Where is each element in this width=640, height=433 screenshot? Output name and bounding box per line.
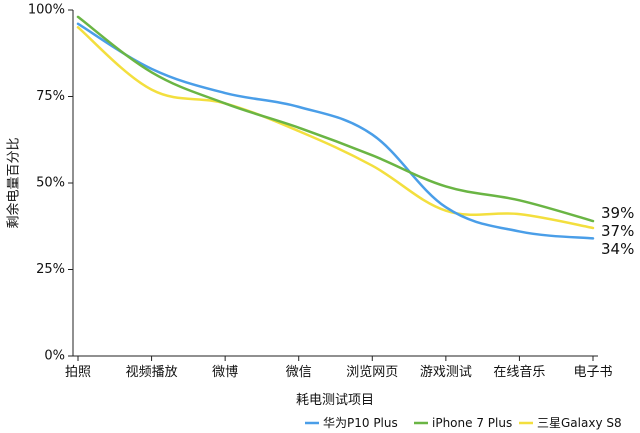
x-category-label: 电子书 [573, 365, 612, 380]
y-tick-label: 0% [44, 349, 65, 364]
end-label: 37% [601, 222, 634, 240]
legend-label: 三星Galaxy S8 [537, 416, 622, 430]
x-axis-categories: 拍照 视频播放 微博 微信 浏览网页 游戏测试 在线音乐 电子书 [65, 356, 613, 380]
y-tick-label: 25% [36, 262, 65, 277]
series-line-1 [76, 15, 595, 223]
y-tick-label: 100% [28, 3, 65, 18]
x-category-label: 拍照 [65, 365, 91, 380]
x-axis-title: 耗电测试项目 [296, 393, 374, 408]
end-label: 34% [601, 240, 634, 258]
end-label: 39% [601, 204, 634, 222]
y-axis-title: 剩余电量百分比 [6, 137, 22, 228]
series-lines [76, 15, 595, 240]
x-category-label: 在线音乐 [493, 364, 545, 380]
x-category-label: 游戏测试 [420, 365, 472, 380]
end-value-labels: 39%37%34% [601, 204, 634, 258]
y-tick-label: 75% [36, 89, 65, 104]
x-category-label: 微博 [212, 365, 238, 380]
series-line-0 [76, 22, 595, 240]
legend: 华为P10 Plus iPhone 7 Plus 三星Galaxy S8 [305, 416, 622, 430]
series-line-2 [76, 26, 595, 230]
x-category-label: 浏览网页 [346, 364, 398, 380]
y-axis-ticks: 0% 25% 50% 75% 100% [28, 3, 73, 364]
legend-label: iPhone 7 Plus [432, 416, 512, 430]
x-category-label: 微信 [286, 365, 312, 380]
x-category-label: 视频播放 [126, 365, 178, 380]
axes [72, 10, 598, 357]
y-tick-label: 50% [36, 176, 65, 191]
legend-label: 华为P10 Plus [323, 416, 398, 430]
